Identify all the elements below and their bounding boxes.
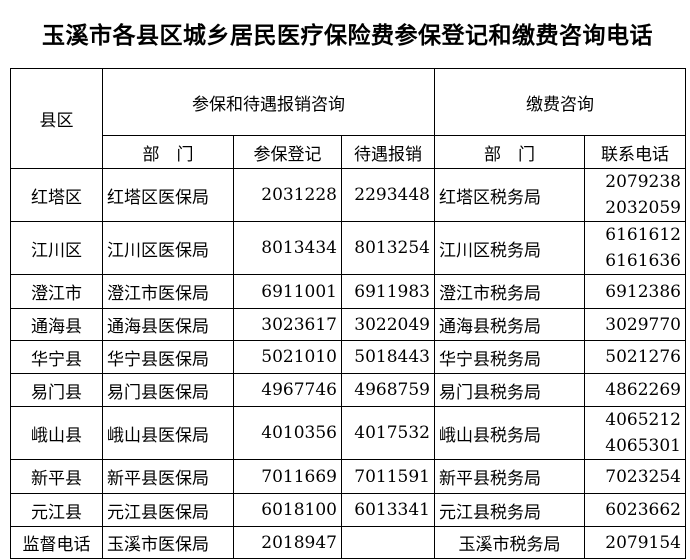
table-row: 易门县 易门县医保局 4967746 4968759 易门县税务局 4862269 — [10, 373, 686, 407]
header-group-registration: 参保和待遇报销咨询 — [102, 68, 435, 136]
table-row: 峨山县 峨山县医保局 4010356 4017532 峨山县税务局 4065212 4065… — [10, 406, 686, 460]
cell-county: 元江县 — [10, 493, 103, 527]
cell-bureau: 通海县医保局 — [102, 308, 234, 341]
cell-register: 4010356 — [233, 406, 342, 460]
cell-county: 华宁县 — [10, 340, 103, 374]
cell-county: 澄江市 — [10, 274, 103, 309]
cell-bureau: 华宁县医保局 — [102, 340, 234, 374]
cell-tax-bureau: 玉溪市税务局 — [434, 526, 585, 559]
cell-bureau: 玉溪市医保局 — [102, 526, 234, 559]
cell-reimburse: 4017532 — [341, 406, 435, 460]
cell-reimburse: 6013341 — [341, 493, 435, 527]
table-row: 通海县 通海县医保局 3023617 3022049 通海县税务局 3029770 — [10, 308, 686, 341]
cell-county: 易门县 — [10, 373, 103, 407]
header-phone: 联系电话 — [584, 135, 686, 169]
header-group-payment: 缴费咨询 — [434, 68, 686, 136]
cell-register: 8013434 — [233, 221, 342, 275]
cell-phone: 6912386 — [584, 274, 686, 309]
cell-tax-bureau: 华宁县税务局 — [434, 340, 585, 374]
header-county: 县区 — [10, 68, 103, 169]
cell-bureau: 峨山县医保局 — [102, 406, 234, 460]
header-reimburse: 待遇报销 — [341, 135, 435, 169]
cell-register: 3023617 — [233, 308, 342, 341]
table-row: 红塔区 红塔区医保局 2031228 2293448 红塔区税务局 2079238 2032… — [10, 168, 686, 222]
cell-register: 4967746 — [233, 373, 342, 407]
cell-phone: 2079154 — [584, 526, 686, 559]
phone-number: 2079238 — [605, 172, 681, 192]
cell-register: 6018100 — [233, 493, 342, 527]
cell-phone: 4065212 4065301 — [584, 406, 686, 460]
cell-county: 通海县 — [10, 308, 103, 341]
contact-table: 县区 参保和待遇报销咨询 缴费咨询 部 门 参保登记 待遇报销 部 门 联系电话… — [10, 68, 686, 559]
phone-number: 7023254 — [605, 466, 681, 487]
cell-tax-bureau: 红塔区税务局 — [434, 168, 585, 222]
table-row: 元江县 元江县医保局 6018100 6013341 元江县税务局 6023662 — [10, 493, 686, 527]
cell-bureau: 江川区医保局 — [102, 221, 234, 275]
cell-reimburse: 2293448 — [341, 168, 435, 222]
cell-reimburse: 8013254 — [341, 221, 435, 275]
cell-bureau: 新平县医保局 — [102, 459, 234, 494]
cell-phone: 5021276 — [584, 340, 686, 374]
cell-reimburse: 4968759 — [341, 373, 435, 407]
phone-number: 4065212 — [605, 410, 681, 430]
cell-county: 红塔区 — [10, 168, 103, 222]
cell-phone: 6161612 6161636 — [584, 221, 686, 275]
cell-county: 峨山县 — [10, 406, 103, 460]
cell-phone: 4862269 — [584, 373, 686, 407]
cell-tax-bureau: 元江县税务局 — [434, 493, 585, 527]
cell-tax-bureau: 峨山县税务局 — [434, 406, 585, 460]
cell-tax-bureau: 澄江市税务局 — [434, 274, 585, 309]
cell-county: 江川区 — [10, 221, 103, 275]
cell-phone: 6023662 — [584, 493, 686, 527]
phone-number: 5021276 — [605, 347, 681, 367]
table-row: 澄江市 澄江市医保局 6911001 6911983 澄江市税务局 6912386 — [10, 274, 686, 309]
cell-tax-bureau: 通海县税务局 — [434, 308, 585, 341]
phone-number: 2032059 — [605, 198, 681, 218]
cell-reimburse: 3022049 — [341, 308, 435, 341]
table-row: 华宁县 华宁县医保局 5021010 5018443 华宁县税务局 5021276 — [10, 340, 686, 374]
cell-register: 6911001 — [233, 274, 342, 309]
header-dept2: 部 门 — [434, 135, 585, 169]
cell-bureau: 澄江市医保局 — [102, 274, 234, 309]
cell-county: 监督电话 — [10, 526, 103, 559]
header-dept1: 部 门 — [102, 135, 234, 169]
cell-phone: 7023254 — [584, 459, 686, 494]
cell-tax-bureau: 江川区税务局 — [434, 221, 585, 275]
cell-bureau: 易门县医保局 — [102, 373, 234, 407]
cell-register: 2031228 — [233, 168, 342, 222]
phone-number: 4065301 — [605, 436, 681, 456]
cell-phone: 2079238 2032059 — [584, 168, 686, 222]
cell-phone: 3029770 — [584, 308, 686, 341]
cell-reimburse — [341, 526, 435, 559]
phone-number: 3029770 — [605, 314, 681, 335]
cell-tax-bureau: 新平县税务局 — [434, 459, 585, 494]
cell-bureau: 元江县医保局 — [102, 493, 234, 527]
cell-reimburse: 7011591 — [341, 459, 435, 494]
cell-tax-bureau: 易门县税务局 — [434, 373, 585, 407]
cell-reimburse: 5018443 — [341, 340, 435, 374]
cell-register: 2018947 — [233, 526, 342, 559]
phone-number: 4862269 — [605, 380, 681, 400]
cell-bureau: 红塔区医保局 — [102, 168, 234, 222]
phone-number: 6161636 — [605, 251, 681, 271]
cell-register: 7011669 — [233, 459, 342, 494]
table-row: 新平县 新平县医保局 7011669 7011591 新平县税务局 7023254 — [10, 459, 686, 494]
phone-number: 6161612 — [605, 225, 681, 245]
cell-register: 5021010 — [233, 340, 342, 374]
cell-reimburse: 6911983 — [341, 274, 435, 309]
page-title: 玉溪市各县区城乡居民医疗保险费参保登记和缴费咨询电话 — [42, 23, 653, 49]
table-row-supervision: 监督电话 玉溪市医保局 2018947 玉溪市税务局 2079154 — [10, 526, 686, 559]
cell-county: 新平县 — [10, 459, 103, 494]
phone-number: 6023662 — [605, 500, 681, 520]
table-row: 江川区 江川区医保局 8013434 8013254 江川区税务局 6161612 6161… — [10, 221, 686, 275]
phone-number: 6912386 — [605, 281, 681, 302]
header-register: 参保登记 — [233, 135, 342, 169]
